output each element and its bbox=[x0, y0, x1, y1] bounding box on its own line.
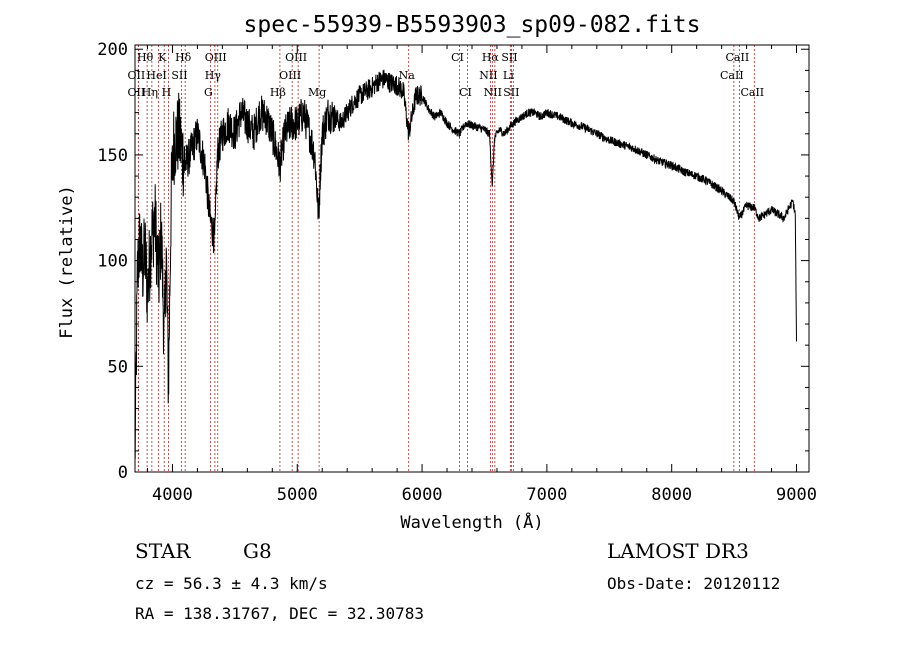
line-label-21: G bbox=[204, 86, 213, 99]
line-label-19: Hη bbox=[142, 86, 158, 99]
x-tick-label-8000: 8000 bbox=[651, 485, 692, 505]
plot-frame bbox=[134, 44, 810, 473]
redshift-velocity: cz = 56.3 ± 4.3 km/s bbox=[135, 574, 328, 593]
line-label-17: CaII bbox=[720, 69, 744, 82]
line-label-18: OII bbox=[128, 86, 146, 99]
line-label-22: Hβ bbox=[270, 86, 286, 99]
line-label-24: CI bbox=[459, 86, 472, 99]
line-label-27: CaII bbox=[740, 86, 764, 99]
observation-date: Obs-Date: 20120112 bbox=[607, 574, 781, 593]
y-tick-label-100: 100 bbox=[97, 252, 128, 272]
y-tick-label-200: 200 bbox=[97, 40, 128, 60]
y-axis-ticks: 0 50 100 150 200 bbox=[97, 40, 809, 483]
line-label-15: NII bbox=[479, 69, 497, 82]
line-label-7: SII bbox=[501, 51, 517, 64]
x-tick-label-7000: 7000 bbox=[526, 485, 567, 505]
y-tick-label-0: 0 bbox=[118, 463, 128, 483]
line-label-2: Hδ bbox=[175, 51, 192, 64]
line-label-8: CaII bbox=[726, 51, 750, 64]
line-label-6: Hα bbox=[482, 51, 500, 64]
line-label-26: SII bbox=[503, 86, 519, 99]
spectral-line-markers bbox=[137, 45, 755, 472]
line-label-23: Mg bbox=[308, 86, 326, 99]
chart-title: spec-55939-B5593903_sp09-082.fits bbox=[244, 12, 701, 38]
line-label-5: CI bbox=[451, 51, 464, 64]
x-tick-label-9000: 9000 bbox=[776, 485, 817, 505]
line-label-12: Hγ bbox=[205, 69, 222, 82]
x-tick-label-4000: 4000 bbox=[152, 485, 193, 505]
x-tick-label-5000: 5000 bbox=[277, 485, 318, 505]
x-axis-label: Wavelength (Å) bbox=[400, 511, 543, 533]
line-label-10: HeI bbox=[146, 69, 166, 82]
line-label-14: Na bbox=[399, 69, 416, 82]
line-label-0: Hθ bbox=[137, 51, 154, 64]
line-label-16: Li bbox=[503, 69, 514, 82]
line-label-1: K bbox=[158, 51, 167, 64]
line-label-25: NII bbox=[484, 86, 502, 99]
y-axis-label: Flux (relative) bbox=[57, 185, 77, 339]
survey-name: LAMOST DR3 bbox=[607, 539, 749, 563]
coordinates: RA = 138.31767, DEC = 32.30783 bbox=[135, 604, 424, 623]
line-label-4: OIII bbox=[285, 51, 307, 64]
x-axis-ticks: 4000 5000 6000 7000 8000 9000 bbox=[146, 45, 817, 505]
line-label-13: OIII bbox=[279, 69, 301, 82]
y-tick-label-150: 150 bbox=[97, 146, 128, 166]
object-class: STAR bbox=[135, 539, 191, 563]
x-tick-label-6000: 6000 bbox=[402, 485, 443, 505]
spectral-subclass: G8 bbox=[243, 539, 272, 563]
line-label-3: OIII bbox=[205, 51, 227, 64]
line-label-11: SII bbox=[171, 69, 187, 82]
y-tick-label-50: 50 bbox=[108, 357, 128, 377]
spectrum-line bbox=[134, 69, 797, 459]
line-label-20: H bbox=[162, 86, 172, 99]
line-label-9: OII bbox=[128, 69, 146, 82]
